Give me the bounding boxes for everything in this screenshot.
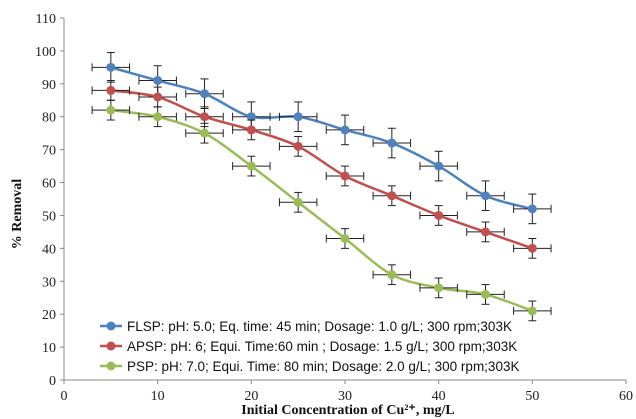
- data-point: [434, 161, 444, 171]
- series-2: [91, 80, 552, 259]
- y-tick-label: 80: [42, 111, 56, 126]
- data-point: [200, 89, 209, 99]
- x-tick-label: 40: [432, 389, 446, 404]
- data-point: [340, 125, 350, 135]
- legend-label: FLSP: pH: 5.0; Eq. time: 45 min; Dosage:…: [127, 319, 512, 334]
- data-point: [481, 227, 490, 237]
- y-tick-label: 20: [42, 308, 56, 323]
- data-point: [434, 210, 444, 220]
- data-point: [106, 85, 116, 95]
- x-tick-label: 60: [619, 389, 633, 404]
- x-tick-label: 0: [61, 389, 68, 404]
- series-1: [91, 52, 552, 225]
- data-point: [387, 138, 397, 148]
- series-3: [91, 99, 552, 322]
- data-point: [434, 283, 444, 293]
- data-point: [387, 270, 397, 280]
- x-tick-label: 10: [151, 389, 165, 404]
- data-point: [293, 112, 303, 122]
- y-axis-title: % Removal: [10, 179, 25, 249]
- series-line: [110, 89, 533, 250]
- legend-label: PSP: pH: 7.0; Equi. Time: 80 min; Dosage…: [127, 359, 519, 374]
- y-tick-label: 70: [42, 144, 56, 159]
- data-point: [527, 243, 537, 253]
- series-line: [110, 108, 533, 313]
- data-point: [481, 191, 490, 201]
- legend-swatch-marker: [106, 321, 116, 331]
- data-point: [200, 112, 209, 122]
- data-point: [481, 289, 490, 299]
- data-point: [340, 171, 350, 181]
- data-point: [106, 62, 116, 72]
- data-point: [527, 306, 537, 316]
- x-tick-label: 30: [338, 389, 352, 404]
- y-tick-label: 0: [49, 374, 56, 389]
- legend-swatch-marker: [106, 361, 116, 371]
- legend-label: APSP: pH: 6; Equi. Time:60 min ; Dosage:…: [127, 339, 517, 354]
- legend-item: FLSP: pH: 5.0; Eq. time: 45 min; Dosage:…: [100, 319, 512, 334]
- axes: 0 10 20 30 40 50 60 70 80 90 100 110 0 10 20 30 40 50 60: [35, 12, 633, 404]
- data-point: [200, 128, 209, 138]
- legend-item: APSP: pH: 6; Equi. Time:60 min ; Dosage:…: [100, 339, 517, 354]
- y-tick-label: 60: [42, 177, 56, 192]
- y-tick-label: 40: [42, 242, 56, 257]
- data-point: [527, 204, 537, 214]
- y-tick-label: 10: [42, 341, 56, 356]
- data-point: [293, 197, 303, 207]
- y-tick-label: 30: [42, 275, 56, 290]
- legend-swatch-marker: [106, 341, 116, 351]
- data-point: [106, 105, 116, 115]
- data-point: [246, 161, 256, 171]
- data-point: [246, 125, 256, 135]
- y-tick-label: 90: [42, 78, 56, 93]
- x-axis-title: Initial Concentration of Cu²⁺, mg/L: [241, 403, 454, 418]
- x-tick-label: 20: [244, 389, 258, 404]
- series-line: [110, 66, 533, 211]
- legend: FLSP: pH: 5.0; Eq. time: 45 min; Dosage:…: [100, 319, 519, 374]
- y-tick-label: 100: [35, 45, 56, 60]
- x-tick-label: 50: [525, 389, 539, 404]
- data-point: [340, 233, 350, 243]
- legend-item: PSP: pH: 7.0; Equi. Time: 80 min; Dosage…: [100, 359, 519, 374]
- y-tick-label: 110: [36, 12, 56, 27]
- data-point: [153, 92, 163, 102]
- data-point: [293, 141, 303, 151]
- data-point: [387, 191, 397, 201]
- data-point: [153, 112, 163, 122]
- data-point: [246, 112, 256, 122]
- series-group: [91, 52, 552, 322]
- y-tick-label: 50: [42, 209, 56, 224]
- data-point: [153, 76, 163, 86]
